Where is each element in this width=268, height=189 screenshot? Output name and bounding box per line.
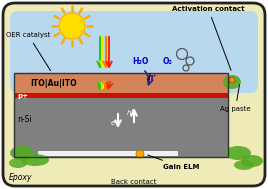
- FancyBboxPatch shape: [3, 3, 265, 186]
- Ellipse shape: [225, 146, 251, 160]
- Text: p+: p+: [17, 93, 28, 99]
- Ellipse shape: [10, 146, 34, 160]
- Bar: [38, 151, 178, 156]
- Ellipse shape: [9, 158, 27, 168]
- Text: e⁻: e⁻: [111, 120, 119, 126]
- Text: ITO|Au|ITO: ITO|Au|ITO: [30, 80, 77, 88]
- Ellipse shape: [234, 160, 254, 170]
- Ellipse shape: [241, 155, 263, 167]
- Text: Ag paste: Ag paste: [220, 85, 251, 112]
- Circle shape: [229, 77, 235, 83]
- Circle shape: [136, 150, 144, 158]
- Text: H₂O: H₂O: [132, 57, 148, 66]
- Text: Epoxy: Epoxy: [9, 173, 32, 181]
- Ellipse shape: [21, 154, 49, 166]
- Bar: [14, 93, 228, 98]
- Text: Back contact: Back contact: [111, 179, 157, 185]
- Text: h⁺: h⁺: [127, 110, 135, 116]
- Text: OER catalyst: OER catalyst: [6, 32, 51, 71]
- FancyBboxPatch shape: [10, 11, 258, 93]
- Text: Gain ELM: Gain ELM: [148, 155, 199, 170]
- Circle shape: [59, 13, 85, 39]
- Bar: [14, 73, 228, 93]
- Text: O₂: O₂: [163, 57, 173, 66]
- Bar: [14, 98, 228, 157]
- Text: Activation contact: Activation contact: [172, 6, 245, 70]
- Text: h⁺: h⁺: [148, 73, 157, 81]
- Text: n-Si: n-Si: [17, 115, 32, 123]
- Ellipse shape: [223, 75, 241, 89]
- Bar: [14, 73, 228, 157]
